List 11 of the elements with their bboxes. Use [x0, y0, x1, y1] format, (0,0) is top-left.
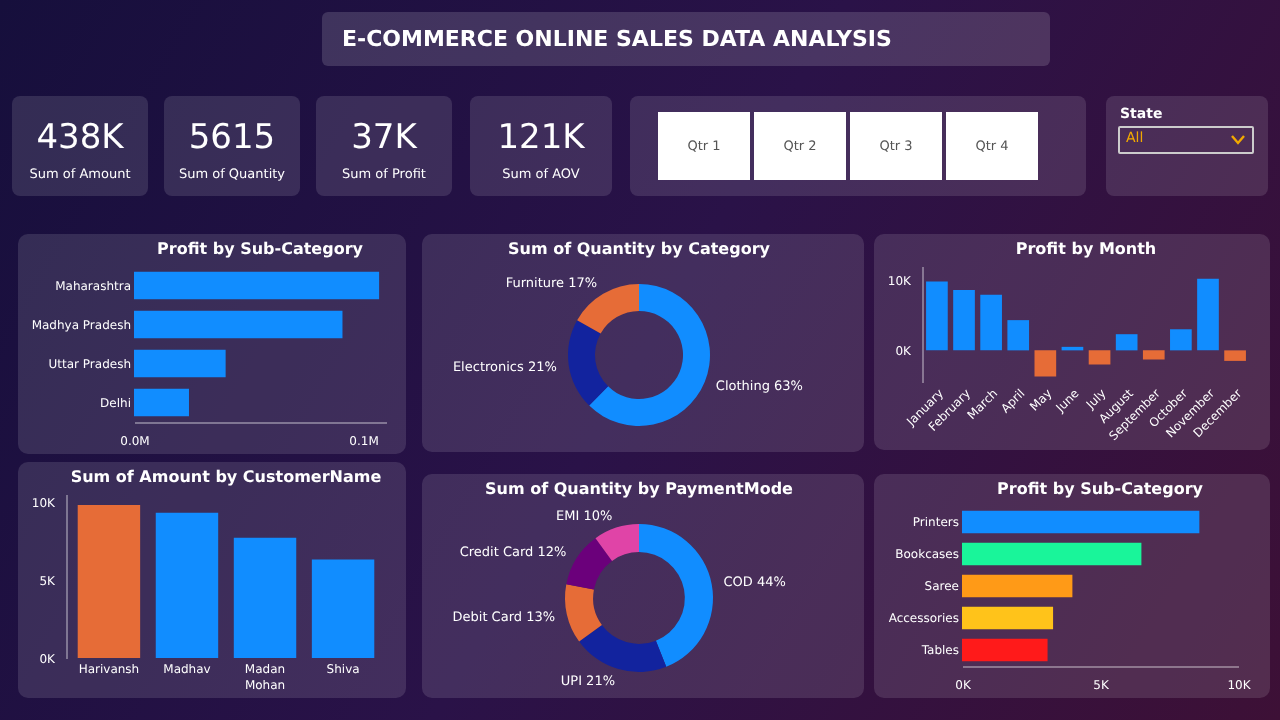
text: 438K	[34, 118, 126, 158]
chart-title: Profit by Sub-Category	[157, 240, 365, 258]
text: E-COMMERCE ONLINE SALES DATA ANALYSIS	[342, 26, 892, 52]
chart-title: Profit by Sub-Category	[997, 480, 1205, 498]
chart-title: Sum of Quantity by PaymentMode	[485, 480, 795, 498]
text: 37K	[349, 118, 419, 158]
chart-title: Sum of Quantity by Category	[508, 240, 772, 258]
chart-title: Sum of Amount by CustomerName	[70, 468, 383, 486]
text: 5615	[186, 118, 278, 158]
chart-title: Profit by Month	[1015, 240, 1157, 258]
text: 121K	[495, 118, 587, 158]
